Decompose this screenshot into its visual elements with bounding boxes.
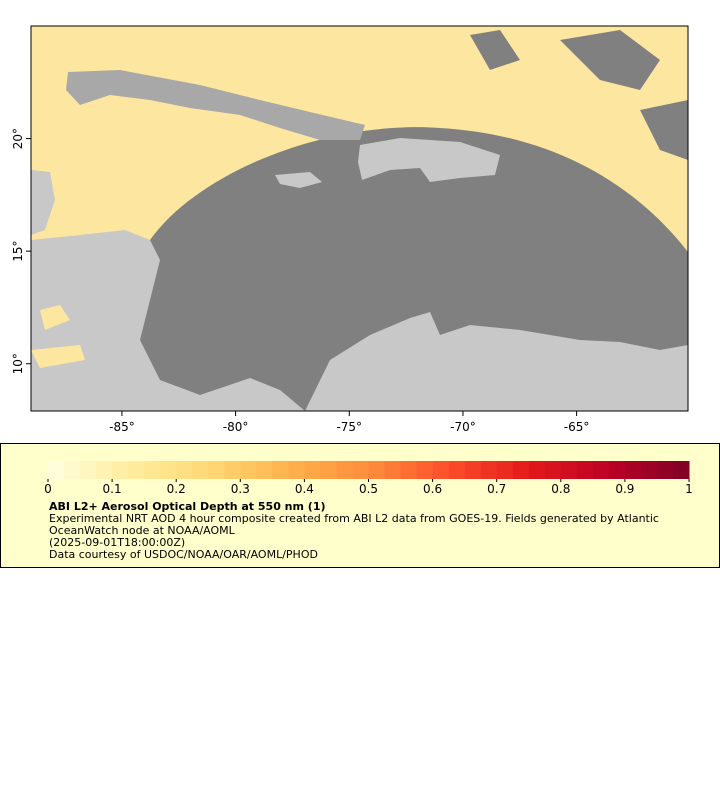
colorbar-step — [96, 461, 113, 479]
colorbar-step — [576, 461, 594, 479]
x-tick-label: -85° — [109, 420, 135, 434]
legend: 0 0.1 0.2 0.3 0.4 0.5 0.6 0.7 0.8 0.9 1 ABI L2+ Ae… — [0, 443, 720, 568]
colorbar-step — [480, 461, 498, 479]
colorbar-step — [304, 461, 321, 479]
colorbar-step — [256, 461, 273, 479]
colorbar-tick-label: 0.4 — [295, 482, 314, 496]
colorbar-step — [464, 461, 482, 479]
colorbar-step — [624, 461, 642, 479]
x-tick-label: -70° — [450, 420, 476, 434]
colorbar-step — [512, 461, 530, 479]
colorbar-title: ABI L2+ Aerosol Optical Depth at 550 nm … — [49, 500, 326, 513]
colorbar-step — [608, 461, 626, 479]
yucatan — [31, 170, 55, 235]
colorbar-step — [288, 461, 305, 479]
colorbar-step — [160, 461, 177, 479]
caption: ABI L2+ Aerosol Optical Depth at 550 nm … — [49, 501, 689, 561]
colorbar-step — [528, 461, 546, 479]
colorbar-step — [384, 461, 402, 479]
map-frame — [30, 25, 689, 412]
y-tick-label: 10° — [11, 353, 25, 374]
colorbar-step — [368, 461, 386, 479]
colorbar-step — [192, 461, 209, 479]
colorbar-step — [416, 461, 434, 479]
colorbar-step — [672, 461, 690, 479]
map: -85° -80° -75° -70° -65° 10° 15° 20° — [11, 25, 689, 434]
colorbar-tick-label: 0.9 — [615, 482, 634, 496]
south-america — [305, 312, 688, 411]
colorbar-step — [400, 461, 418, 479]
colorbar-step — [224, 461, 241, 479]
no-data-patch — [470, 30, 688, 160]
colorbar-tick-label: 0.2 — [167, 482, 186, 496]
colorbar-tick-label: 0.1 — [103, 482, 122, 496]
x-tick-label: -80° — [223, 420, 249, 434]
colorbar-tick-label: 0.3 — [231, 482, 250, 496]
y-tick-label: 15° — [11, 241, 25, 262]
colorbar-step — [336, 461, 353, 479]
x-tick-label: -75° — [336, 420, 362, 434]
colorbar-step — [208, 461, 225, 479]
cuba — [66, 70, 365, 140]
colorbar-step — [496, 461, 514, 479]
x-tick-label: -65° — [564, 420, 590, 434]
colorbar-step — [352, 461, 369, 479]
colorbar-step — [272, 461, 289, 479]
jamaica — [275, 172, 322, 188]
colorbar-step — [80, 461, 97, 479]
colorbar-tick-label: 0.6 — [423, 482, 442, 496]
colorbar-step — [544, 461, 562, 479]
caption-line: Experimental NRT AOD 4 hour composite cr… — [49, 512, 659, 537]
aod-patch — [31, 305, 85, 368]
colorbar-step — [48, 461, 65, 479]
caption-line: Data courtesy of USDOC/NOAA/OAR/AOML/PHO… — [49, 548, 318, 561]
colorbar-step — [640, 461, 658, 479]
colorbar-step — [560, 461, 578, 479]
central-america — [31, 230, 305, 411]
colorbar-step — [432, 461, 450, 479]
colorbar-step — [144, 461, 161, 479]
colorbar-step — [176, 461, 193, 479]
hispaniola — [358, 138, 500, 182]
y-tick-label: 20° — [11, 128, 25, 149]
colorbar-step — [240, 461, 257, 479]
colorbar-tick-label: 0.8 — [551, 482, 570, 496]
colorbar-step — [320, 461, 337, 479]
caption-line: (2025-09-01T18:00:00Z) — [49, 536, 186, 549]
colorbar-tick-label: 1 — [685, 482, 693, 496]
colorbar-tick-label: 0 — [44, 482, 52, 496]
colorbar: 0 0.1 0.2 0.3 0.4 0.5 0.6 0.7 0.8 0.9 1 — [44, 461, 693, 496]
colorbar-step — [112, 461, 129, 479]
colorbar-tick-label: 0.5 — [359, 482, 378, 496]
colorbar-step — [592, 461, 610, 479]
colorbar-step — [128, 461, 145, 479]
colorbar-step — [448, 461, 466, 479]
colorbar-step — [656, 461, 674, 479]
colorbar-step — [64, 461, 81, 479]
colorbar-tick-label: 0.7 — [487, 482, 506, 496]
